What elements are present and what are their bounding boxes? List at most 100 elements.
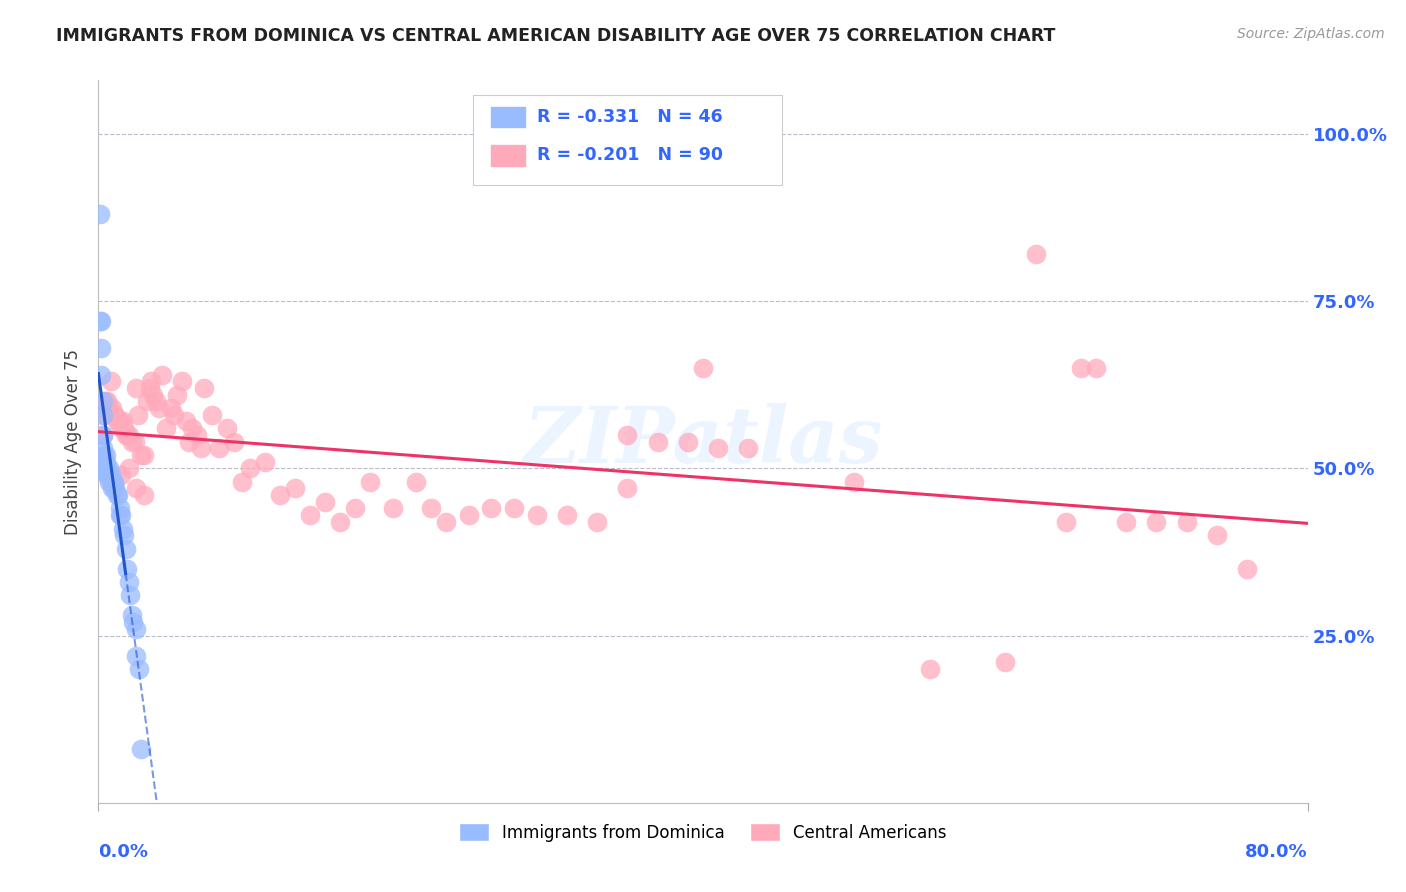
Point [382,501,405,516]
Bar [492,107,526,128]
Point [98,401,121,416]
Text: ZIPatlas: ZIPatlas [523,403,883,480]
Point [163,408,186,422]
Point [150,368,173,382]
Point [190,442,212,455]
Point [503,501,526,516]
Point [121,608,143,623]
Point [100,375,122,389]
Point [125,482,148,496]
Point [135,394,157,409]
Point [96,467,118,482]
Legend: Immigrants from Dominica, Central Americans: Immigrants from Dominica, Central Americ… [453,817,953,848]
Point [707,442,730,455]
Point [89,207,111,221]
Point [93,455,115,469]
Point [91,442,114,455]
Point [89,314,111,328]
Point [344,501,367,516]
Point [94,461,117,475]
Point [405,475,427,489]
Point [118,427,141,442]
Point [90,368,112,382]
Point [98,467,121,482]
Point [360,475,382,489]
Point [994,655,1017,669]
Point [100,467,122,482]
Text: 80.0%: 80.0% [1244,843,1308,861]
Point [129,448,152,462]
Point [93,448,115,462]
Point [125,622,148,636]
Point [128,662,150,676]
Point [145,394,167,409]
Text: Source: ZipAtlas.com: Source: ZipAtlas.com [1237,27,1385,41]
Point [918,662,941,676]
Point [101,401,124,416]
Point [103,408,125,422]
Point [101,475,124,489]
Point [125,648,148,663]
Point [179,434,201,449]
Point [284,482,307,496]
Point [253,455,276,469]
Point [1115,515,1137,529]
Point [114,541,136,556]
Point [166,387,188,401]
Point [110,421,132,435]
Point [110,508,132,523]
Point [105,414,128,429]
Point [420,501,443,516]
Point [141,375,163,389]
FancyBboxPatch shape [474,95,782,185]
Point [104,482,127,496]
Point [90,314,112,328]
Point [526,508,548,523]
Point [586,515,609,529]
Point [125,381,148,395]
Point [844,475,866,489]
Point [208,442,231,455]
Point [201,408,224,422]
Point [115,562,138,576]
Point [299,508,322,523]
Point [457,508,479,523]
Point [121,434,143,449]
Point [111,521,134,535]
Point [616,482,638,496]
Point [676,434,699,449]
Point [647,434,669,449]
Point [91,427,114,442]
Text: R = -0.331   N = 46: R = -0.331 N = 46 [537,108,723,126]
Point [120,589,142,603]
Point [91,394,114,409]
Point [105,488,128,502]
Y-axis label: Disability Age Over 75: Disability Age Over 75 [65,349,83,534]
Point [616,427,638,442]
Point [160,401,183,416]
Point [93,461,115,475]
Point [1085,361,1108,376]
Point [93,408,115,422]
Point [108,414,131,429]
Point [170,375,193,389]
Point [103,475,125,489]
Point [96,461,118,475]
Point [96,467,118,482]
Point [174,414,197,429]
Point [103,482,125,496]
Point [1054,515,1077,529]
Point [91,408,114,422]
Point [94,461,117,475]
Point [111,414,134,429]
Point [139,381,162,395]
Point [127,408,149,422]
Point [193,381,215,395]
Point [1206,528,1229,542]
Point [107,488,129,502]
Point [1236,562,1258,576]
Text: IMMIGRANTS FROM DOMINICA VS CENTRAL AMERICAN DISABILITY AGE OVER 75 CORRELATION : IMMIGRANTS FROM DOMINICA VS CENTRAL AMER… [56,27,1056,45]
Point [215,421,238,435]
Point [122,615,145,630]
Point [118,461,141,475]
